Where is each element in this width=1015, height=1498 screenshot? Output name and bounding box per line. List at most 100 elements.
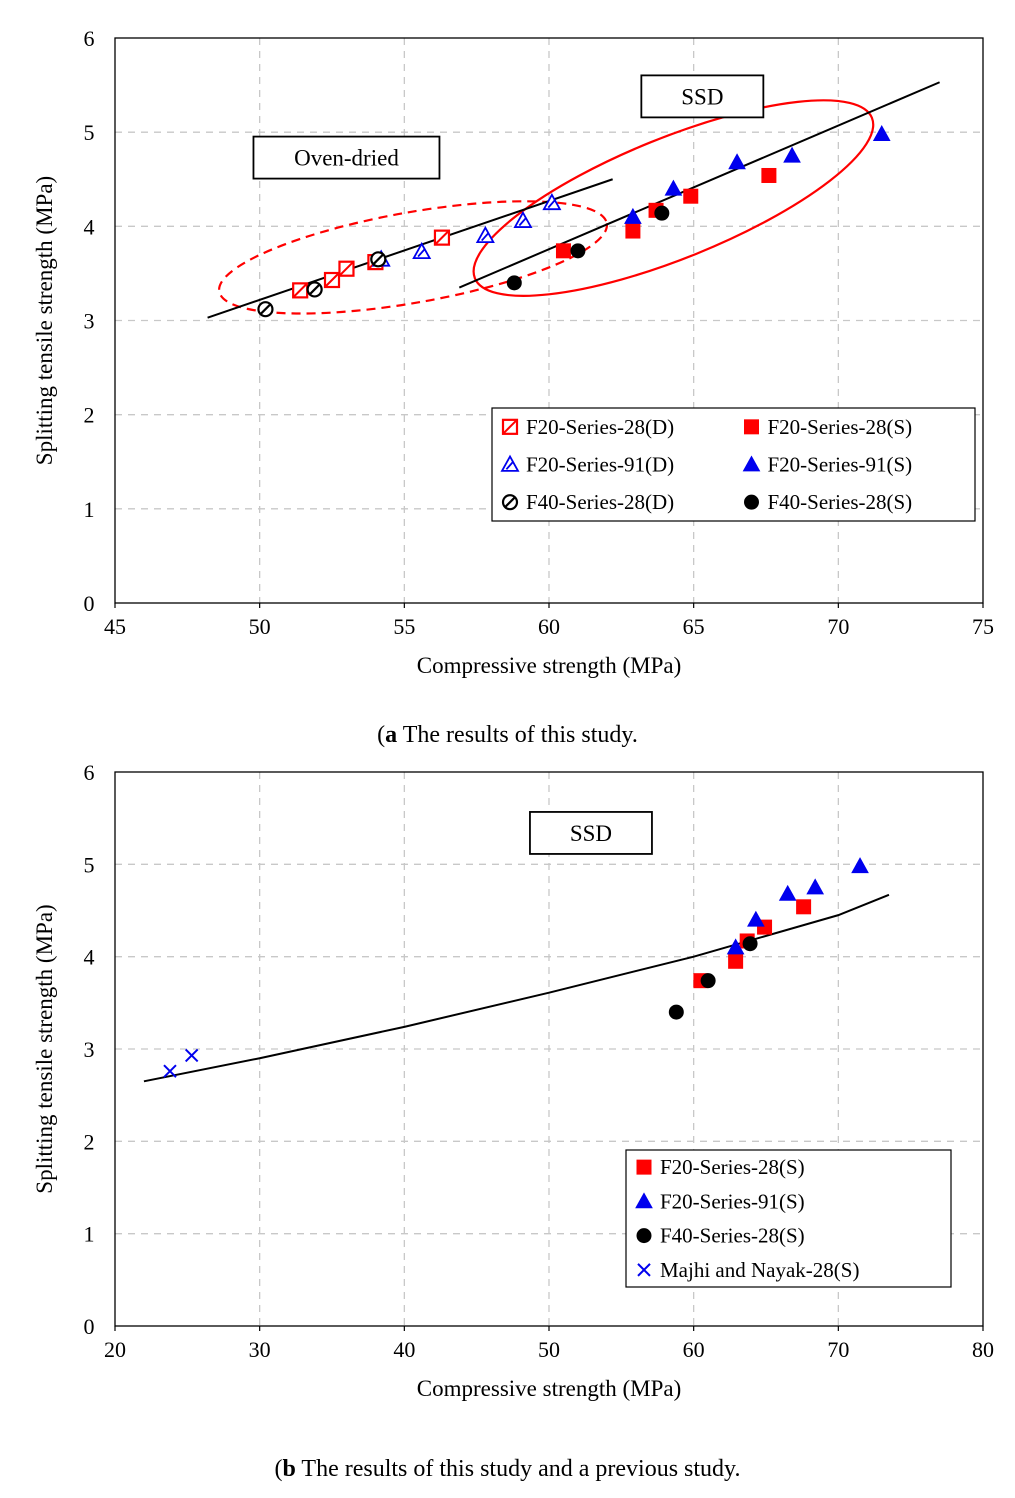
chart-b-xtick-label: 30 [249,1337,271,1362]
caption-b-text: The results of this study and a previous… [295,1456,741,1482]
caption-b-label: b [282,1456,296,1482]
chart-a-point-f20-series-91-d [513,210,533,228]
chart-a-point-f20-series-91-d [542,192,562,211]
chart-b-legend-marker-f20-series-28-s [636,1159,652,1175]
chart-b-legend [625,1149,952,1288]
chart-b-xtick-label: 20 [104,1337,126,1362]
chart-a-xtick-label: 55 [393,614,415,639]
chart-a-series-f40-series-28-d [257,251,387,318]
chart-b-ytick-label: 2 [84,1129,95,1154]
chart-b-fit-curve-1 [143,893,890,1083]
chart-b-xlabel: Compressive strength (MPa) [417,1376,681,1401]
chart-a-point-f40-series-28-s [570,243,586,259]
chart-b-point-f20-series-91-s [806,878,825,895]
chart-a-legend-marker-f20-series-91-d-hatch [505,461,514,470]
chart-b-series-majhi-and-nayak-28-s [163,1048,199,1078]
chart-a-point-f40-series-28-d-hatch [309,284,320,295]
chart-a-point-f40-series-28-d-hatch [373,254,384,265]
chart-a-annotation-box [252,135,441,180]
chart-a-legend-label-f40-series-28-d: F40-Series-28(D) [526,490,674,514]
chart-a-point-f20-series-28-d-hatch [325,273,339,287]
chart-a-legend-marker-f20-series-91-d [500,454,520,472]
chart-a-point-f20-series-91-d-hatch [518,217,527,227]
chart-a-point-f20-series-91-s [728,153,746,170]
chart-a-xtick-label: 65 [683,614,705,639]
chart-b-annotation-ssd: SSD [570,821,612,846]
chart-a-ytick-label: 0 [84,591,95,616]
chart-a-legend-label-f20-series-28-s: F20-Series-28(S) [768,415,913,439]
chart-b-ytick-label: 6 [84,760,95,785]
chart-a-legend-label-f40-series-28-s: F40-Series-28(S) [768,490,913,514]
chart-b-ylabel: Splitting tensile strength (MPa) [32,904,57,1193]
chart-b-annotation-box [529,811,653,855]
chart-a-xtick-label: 70 [827,614,849,639]
chart-b-point-f40-series-28-s [742,936,758,952]
chart-a-legend-label-f20-series-91-s: F20-Series-91(S) [768,453,913,477]
chart-b-ytick-label: 1 [84,1222,95,1247]
chart-b-xtick-label: 50 [538,1337,560,1362]
chart-a-ellipse-solid [472,99,875,297]
chart-a-xtick-label: 50 [249,614,271,639]
chart-a-point-f20-series-28-d-hatch [435,230,449,245]
chart-a-ytick-label: 5 [84,120,95,145]
chart-b-xtick-label: 60 [683,1337,705,1362]
chart-b-point-majhi-and-nayak-28-s-stroke-2 [184,1048,199,1063]
chart-a-point-f40-series-28-s [506,275,522,291]
chart-b-legend-marker-majhi-and-nayak-28-s [637,1263,651,1277]
chart-a-legend-marker-f20-series-28-d-hatch [503,420,517,434]
chart-b-series-f20-series-91-s [726,857,869,955]
caption-b: (b The results of this study and a previ… [274,1456,741,1482]
chart-b-legend-label-f20-series-91-s: F20-Series-91(S) [660,1189,805,1213]
chart-a-ytick-label: 6 [84,26,95,51]
chart-b-ytick-label: 3 [84,1037,95,1062]
chart-a-ellipse-dashed [217,200,609,315]
chart-a-point-f20-series-91-d [412,241,432,260]
chart-a-series-f20-series-28-d [292,229,451,299]
chart-a-ytick-label: 2 [84,403,95,428]
chart-b-point-f20-series-28-s [796,899,812,915]
chart-a-point-f20-series-28-s [555,243,571,259]
chart-b-point-f20-series-91-s [726,938,745,955]
chart-b-point-f40-series-28-s [668,1004,684,1020]
chart-a-point-f40-series-28-d-hatch [260,303,271,315]
chart-a-ytick-label: 1 [84,497,95,522]
chart-b-legend-label-majhi-and-nayak-28-s: Majhi and Nayak-28(S) [660,1258,859,1282]
chart-b-point-f20-series-91-s [851,857,869,874]
chart-a-xlabel: Compressive strength (MPa) [417,653,681,678]
chart-a-legend-label-f20-series-91-d: F20-Series-91(D) [526,453,674,477]
chart-b-ytick-label: 4 [84,945,95,970]
chart-b: 20 30 40 50 60 70 80 0 1 2 3 4 5 6 Compressive strengt… [32,760,994,1401]
chart-a-xtick-label: 60 [538,614,560,639]
chart-a-point-f20-series-28-s [683,188,699,204]
chart-b-point-majhi-and-nayak-28-s [163,1064,177,1078]
chart-b-point-majhi-and-nayak-28-s-stroke-2 [163,1064,177,1078]
chart-b-xtick-label: 80 [972,1337,994,1362]
chart-b-series-f40-series-28-s [668,936,758,1020]
chart-a-point-f20-series-28-d-hatch [339,262,354,276]
chart-a-legend-marker-f20-series-91-s [742,455,761,472]
chart-a-point-f20-series-91-s [664,179,683,196]
chart-a-series-f40-series-28-s [506,205,670,291]
chart-b-point-f20-series-28-s [728,953,744,969]
chart-a-legend-marker-f20-series-28-s [744,419,759,435]
chart-a-point-f20-series-91-s [624,207,642,224]
chart-a-xtick-label: 75 [972,614,994,639]
caption-a: (a The results of this study. [377,722,638,748]
chart-b-legend-marker-f20-series-91-s [635,1192,653,1209]
chart-a-point-f20-series-28-d-hatch [293,283,307,298]
chart-a-point-f20-series-28-s [625,223,641,239]
chart-b-legend-marker-majhi-and-nayak-28-s-stroke-2 [637,1263,651,1277]
chart-a-legend-label-f20-series-28-d: F20-Series-28(D) [526,415,674,439]
chart-a-point-f20-series-91-d-hatch [417,248,426,258]
caption-a-label: a [385,722,398,748]
caption-a-text: The results of this study. [397,722,638,748]
chart-b-point-f20-series-91-s [747,910,765,927]
chart-b-grid [115,772,983,1326]
chart-b-legend-label-f40-series-28-s: F40-Series-28(S) [660,1224,805,1248]
chart-a-ytick-label: 4 [84,214,95,239]
chart-a-annotation-ssd: SSD [681,84,723,109]
chart-b-point-majhi-and-nayak-28-s [184,1048,199,1063]
chart-b-ytick-label: 0 [84,1314,95,1339]
chart-a-legend-marker-f40-series-28-d-hatch [504,496,516,508]
chart-b-legend-marker-f40-series-28-s [636,1228,652,1244]
